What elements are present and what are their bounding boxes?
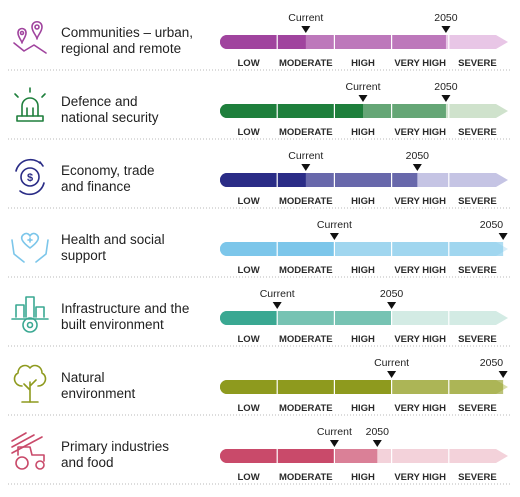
future-marker-label: 2050 <box>480 219 504 231</box>
scale-label: LOW <box>238 58 260 69</box>
current-risk-fill <box>220 311 278 325</box>
row-title-line: Natural <box>61 370 105 385</box>
scale-label: HIGH <box>351 472 375 483</box>
scale-label: LOW <box>238 472 260 483</box>
scale-label: HIGH <box>351 403 375 414</box>
row-title-line: Infrastructure and the <box>61 301 189 316</box>
scale-label: VERY HIGH <box>394 334 446 345</box>
scale-label: SEVERE <box>458 127 497 138</box>
current-marker-label: Current <box>374 357 409 369</box>
future-marker <box>412 164 422 171</box>
scale-label: MODERATE <box>279 403 333 414</box>
current-marker <box>329 440 339 447</box>
scale-label: MODERATE <box>279 58 333 69</box>
row-title-line: and finance <box>61 179 131 194</box>
row-title-line: Health and social <box>61 232 165 247</box>
scale-label: SEVERE <box>458 265 497 276</box>
scale-label: MODERATE <box>279 196 333 207</box>
city-gear-icon <box>11 296 49 333</box>
scale-label: LOW <box>238 196 260 207</box>
current-marker-label: Current <box>260 288 295 300</box>
scale-label: LOW <box>238 403 260 414</box>
row-title-line: regional and remote <box>61 41 181 56</box>
current-marker <box>301 26 311 33</box>
tree-icon <box>13 364 47 403</box>
current-marker <box>358 95 368 102</box>
future-marker-label: 2050 <box>434 12 458 24</box>
future-marker <box>498 371 508 378</box>
dollar-cycle-icon: $ <box>15 158 45 196</box>
current-marker <box>301 164 311 171</box>
scale-label: HIGH <box>351 196 375 207</box>
scale-label: HIGH <box>351 334 375 345</box>
current-risk-fill <box>220 173 306 187</box>
current-risk-fill <box>220 35 306 49</box>
scale-label: SEVERE <box>458 196 497 207</box>
future-marker <box>441 95 451 102</box>
current-marker <box>329 233 339 240</box>
scale-label: LOW <box>238 334 260 345</box>
future-marker <box>441 26 451 33</box>
scale-label: HIGH <box>351 127 375 138</box>
current-marker-label: Current <box>288 150 323 162</box>
future-marker-label: 2050 <box>434 81 458 93</box>
scale-label: VERY HIGH <box>394 403 446 414</box>
scale-label: HIGH <box>351 58 375 69</box>
scale-label: VERY HIGH <box>394 472 446 483</box>
scale-label: VERY HIGH <box>394 196 446 207</box>
scale-label: LOW <box>238 265 260 276</box>
current-risk-fill <box>220 380 392 394</box>
future-marker-label: 2050 <box>406 150 430 162</box>
current-marker-label: Current <box>345 81 380 93</box>
risk-row: Communities – urban,regional and remote L… <box>13 12 508 69</box>
current-marker <box>272 302 282 309</box>
row-title-line: Defence and <box>61 94 138 109</box>
scale-label: SEVERE <box>458 58 497 69</box>
svg-text:$: $ <box>27 172 33 184</box>
scale-label: MODERATE <box>279 127 333 138</box>
tractor-field-icon <box>11 432 45 470</box>
row-title-line: and food <box>61 455 114 470</box>
scale-label: MODERATE <box>279 334 333 345</box>
scale-label: VERY HIGH <box>394 265 446 276</box>
row-title-line: national security <box>61 110 159 125</box>
scale-label: SEVERE <box>458 403 497 414</box>
row-title-line: support <box>61 248 106 263</box>
future-marker <box>387 302 397 309</box>
future-marker-label: 2050 <box>480 357 504 369</box>
scale-label: MODERATE <box>279 265 333 276</box>
future-marker-label: 2050 <box>366 426 390 438</box>
current-marker-label: Current <box>317 426 352 438</box>
row-title-line: built environment <box>61 317 164 332</box>
map-pins-icon <box>13 20 47 54</box>
future-marker <box>498 233 508 240</box>
heart-hands-icon <box>11 232 49 263</box>
scale-label: SEVERE <box>458 472 497 483</box>
current-marker <box>387 371 397 378</box>
scale-label: MODERATE <box>279 472 333 483</box>
current-risk-fill <box>220 104 363 118</box>
scale-label: HIGH <box>351 265 375 276</box>
scale-label: LOW <box>238 127 260 138</box>
scale-label: VERY HIGH <box>394 127 446 138</box>
siren-icon <box>14 87 46 122</box>
row-title-line: Economy, trade <box>61 163 155 178</box>
row-title-line: Primary industries <box>61 439 169 454</box>
future-marker-label: 2050 <box>380 288 404 300</box>
current-marker-label: Current <box>288 12 323 24</box>
current-marker-label: Current <box>317 219 352 231</box>
scale-label: VERY HIGH <box>394 58 446 69</box>
row-title-line: environment <box>61 386 136 401</box>
row-title-line: Communities – urban, <box>61 25 193 40</box>
scale-label: SEVERE <box>458 334 497 345</box>
future-marker <box>372 440 382 447</box>
